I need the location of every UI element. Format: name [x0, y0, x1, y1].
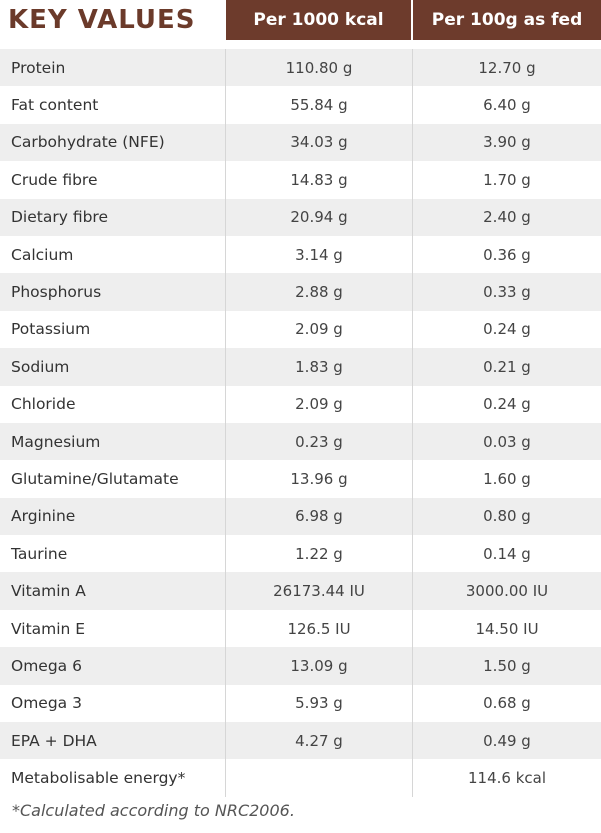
table-row: Glutamine/Glutamate 13.96 g 1.60 g	[0, 460, 601, 498]
value-per-100g-as-fed: 0.68 g	[483, 694, 531, 713]
column-header-per-1000-kcal: Per 1000 kcal	[226, 0, 413, 40]
value-per-100g-as-fed: 114.6 kcal	[467, 769, 546, 788]
value-per-100g-as-fed: 2.40 g	[483, 208, 531, 227]
value-per-100g-as-fed: 1.60 g	[483, 469, 531, 488]
value-per-100g-as-fed: 0.80 g	[483, 507, 531, 526]
table-row: Magnesium 0.23 g 0.03 g	[0, 422, 601, 461]
table-row: Vitamin A 26173.44 IU 3000.00 IU	[0, 572, 601, 610]
table-row: Chloride 2.09 g 0.24 g	[0, 385, 601, 423]
table-row: Metabolisable energy* 114.6 kcal	[0, 759, 601, 797]
value-per-1000-kcal: 34.03 g	[226, 123, 413, 162]
table-row: Sodium 1.83 g 0.21 g	[0, 348, 601, 386]
value-per-1000-kcal: 2.09 g	[226, 385, 413, 423]
value-per-1000-kcal: 0.23 g	[226, 422, 413, 461]
value-per-1000-kcal: 13.96 g	[226, 460, 413, 498]
table-row: Omega 6 13.09 g 1.50 g	[0, 647, 601, 685]
nutrient-name: Sodium	[0, 348, 226, 386]
value-per-1000-kcal: 5.93 g	[226, 684, 413, 723]
nutrient-name: Metabolisable energy*	[0, 759, 226, 797]
table-row: Carbohydrate (NFE) 34.03 g 3.90 g	[0, 123, 601, 162]
value-per-1000-kcal: 13.09 g	[226, 647, 413, 685]
footnote: *Calculated according to NRC2006.	[12, 801, 295, 820]
key-values-table-body: Protein 110.80 g 12.70 g Fat content 55.84 g…	[0, 49, 601, 797]
value-per-100g-as-fed: 6.40 g	[483, 96, 531, 115]
column-header-per-100g-as-fed: Per 100g as fed	[413, 0, 601, 40]
value-per-100g-as-fed: 0.33 g	[483, 283, 531, 302]
value-per-1000-kcal: 110.80 g	[226, 49, 413, 87]
value-per-100g-as-fed: 1.50 g	[483, 656, 531, 675]
value-per-100g-as-fed: 0.24 g	[483, 395, 531, 414]
nutrient-name: Protein	[0, 49, 226, 87]
nutrient-name: EPA + DHA	[0, 722, 226, 760]
nutrient-name: Phosphorus	[0, 273, 226, 311]
nutrient-name: Omega 3	[0, 684, 226, 723]
value-per-100g-as-fed: 0.21 g	[483, 357, 531, 376]
value-per-100g-as-fed: 14.50 IU	[475, 619, 539, 638]
table-row: Taurine 1.22 g 0.14 g	[0, 535, 601, 573]
value-per-100g-as-fed: 3.90 g	[483, 133, 531, 152]
value-per-1000-kcal: 4.27 g	[226, 722, 413, 760]
value-per-1000-kcal: 55.84 g	[226, 86, 413, 124]
value-per-1000-kcal: 6.98 g	[226, 497, 413, 536]
value-per-1000-kcal: 126.5 IU	[226, 609, 413, 648]
value-per-100g-as-fed: 0.49 g	[483, 731, 531, 750]
value-per-1000-kcal: 14.83 g	[226, 161, 413, 199]
value-per-1000-kcal: 1.83 g	[226, 348, 413, 386]
table-row: Omega 3 5.93 g 0.68 g	[0, 684, 601, 723]
nutrient-name: Vitamin A	[0, 572, 226, 610]
nutrient-name: Taurine	[0, 535, 226, 573]
nutrient-name: Crude fibre	[0, 161, 226, 199]
table-row: Dietary fibre 20.94 g 2.40 g	[0, 198, 601, 236]
nutrient-name: Chloride	[0, 385, 226, 423]
nutrient-name: Fat content	[0, 86, 226, 124]
page-title: KEY VALUES	[8, 5, 196, 35]
nutrient-name: Potassium	[0, 310, 226, 349]
value-per-1000-kcal: 26173.44 IU	[226, 572, 413, 610]
value-per-100g-as-fed: 3000.00 IU	[465, 582, 549, 601]
nutrient-name: Magnesium	[0, 422, 226, 461]
nutrient-name: Vitamin E	[0, 609, 226, 648]
value-per-100g-as-fed: 12.70 g	[478, 58, 536, 77]
table-header: KEY VALUES Per 1000 kcal Per 100g as fed	[0, 0, 601, 40]
value-per-1000-kcal: 1.22 g	[226, 535, 413, 573]
nutrient-name: Carbohydrate (NFE)	[0, 123, 226, 162]
value-per-100g-as-fed: 0.24 g	[483, 320, 531, 339]
value-per-1000-kcal: 2.09 g	[226, 310, 413, 349]
value-per-100g-as-fed: 0.03 g	[483, 432, 531, 451]
value-per-100g-as-fed: 0.14 g	[483, 544, 531, 563]
value-per-1000-kcal: 3.14 g	[226, 235, 413, 274]
table-row: EPA + DHA 4.27 g 0.49 g	[0, 722, 601, 760]
nutrient-name: Dietary fibre	[0, 198, 226, 236]
table-row: Crude fibre 14.83 g 1.70 g	[0, 161, 601, 199]
value-per-1000-kcal: 20.94 g	[226, 198, 413, 236]
table-row: Vitamin E 126.5 IU 14.50 IU	[0, 609, 601, 648]
table-row: Fat content 55.84 g 6.40 g	[0, 86, 601, 124]
table-row: Protein 110.80 g 12.70 g	[0, 49, 601, 87]
table-row: Arginine 6.98 g 0.80 g	[0, 497, 601, 536]
value-per-1000-kcal: 2.88 g	[226, 273, 413, 311]
nutrient-name: Glutamine/Glutamate	[0, 460, 226, 498]
value-per-1000-kcal	[226, 759, 413, 797]
nutrient-name: Omega 6	[0, 647, 226, 685]
table-row: Phosphorus 2.88 g 0.33 g	[0, 273, 601, 311]
value-per-100g-as-fed: 0.36 g	[483, 245, 531, 264]
nutrient-name: Arginine	[0, 497, 226, 536]
nutrient-name: Calcium	[0, 235, 226, 274]
table-row: Calcium 3.14 g 0.36 g	[0, 235, 601, 274]
value-per-100g-as-fed: 1.70 g	[483, 170, 531, 189]
table-row: Potassium 2.09 g 0.24 g	[0, 310, 601, 349]
